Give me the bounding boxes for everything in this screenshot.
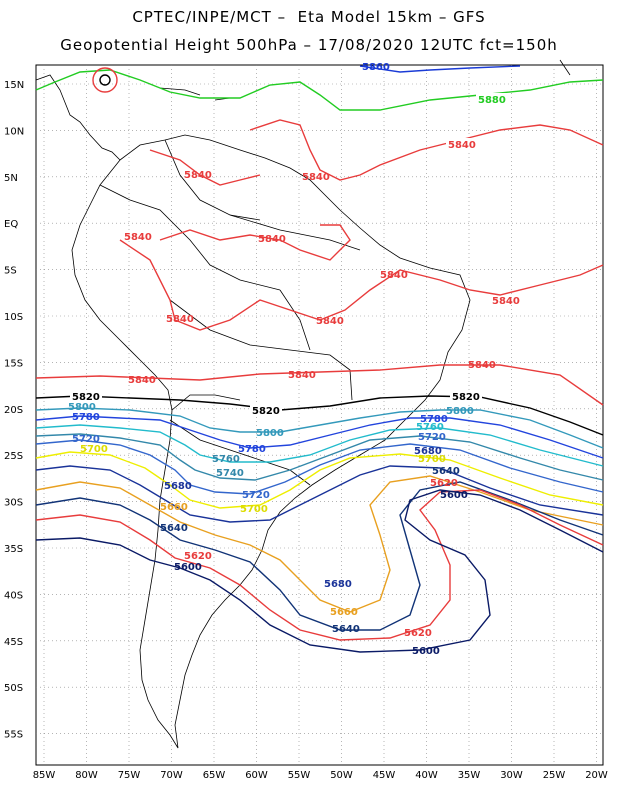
label-5800-a: 5800: [68, 402, 96, 413]
lat-label: 20S: [4, 405, 23, 416]
label-5620-a: 5620: [184, 551, 212, 562]
label-5840-k: 5840: [288, 370, 316, 381]
label-5600-c: 5600: [440, 490, 468, 501]
lon-label: 35W: [458, 770, 481, 781]
label-5860: 5860: [362, 62, 390, 73]
label-5800-b: 5800: [256, 428, 284, 439]
lat-label: 10S: [4, 312, 23, 323]
label-5640-b: 5640: [332, 624, 360, 635]
label-5840-b: 5840: [184, 170, 212, 181]
label-5840-e: 5840: [258, 234, 286, 245]
label-5840-i: 5840: [316, 316, 344, 327]
label-5600-b: 5600: [412, 646, 440, 657]
lat-label: 55S: [4, 730, 23, 741]
lat-label: 25S: [4, 451, 23, 462]
lon-label: 60W: [245, 770, 268, 781]
lat-label: 5S: [4, 266, 17, 277]
lat-label: 50S: [4, 683, 23, 694]
label-5660-a: 5660: [160, 502, 188, 513]
lat-label: 35S: [4, 544, 23, 555]
contour-lines: [35, 65, 604, 653]
lon-label: 80W: [75, 770, 98, 781]
label-5840-g: 5840: [492, 296, 520, 307]
label-5700-c: 5700: [418, 454, 446, 465]
lon-label: 30W: [500, 770, 523, 781]
label-5720-b: 5720: [242, 490, 270, 501]
lat-label: 10N: [4, 126, 24, 137]
label-5760-b: 5760: [212, 454, 240, 465]
lon-label: 40W: [415, 770, 438, 781]
lon-label: 75W: [118, 770, 141, 781]
lon-label: 55W: [288, 770, 311, 781]
lon-label: 85W: [33, 770, 56, 781]
lat-label: 45S: [4, 637, 23, 648]
label-5620-c: 5620: [430, 478, 458, 489]
lon-label: 45W: [373, 770, 396, 781]
label-5840-d: 5840: [124, 232, 152, 243]
label-5640-a: 5640: [160, 523, 188, 534]
lat-label: EQ: [4, 219, 18, 230]
longitude-labels: 85W 80W 75W 70W 65W 60W 55W 50W 45W 40W 35W 30W 25W 2…: [33, 770, 608, 781]
coastlines: [35, 59, 571, 749]
label-5620-b: 5620: [404, 628, 432, 639]
lon-label: 50W: [330, 770, 353, 781]
label-5660-b: 5660: [330, 607, 358, 618]
label-5880: 5880: [478, 95, 506, 106]
label-5640-c: 5640: [432, 466, 460, 477]
label-5780-c: 5780: [420, 414, 448, 425]
lat-label: 5N: [4, 173, 18, 184]
lat-label: 40S: [4, 590, 23, 601]
label-5840-j: 5840: [468, 360, 496, 371]
map-title-line2: Geopotential Height 500hPa – 17/08/2020 …: [60, 36, 558, 54]
label-5800-c: 5800: [446, 406, 474, 417]
label-5820-b: 5820: [252, 406, 280, 417]
label-5840-h: 5840: [166, 314, 194, 325]
lat-label: 15S: [4, 358, 23, 369]
map-title-line1: CPTEC/INPE/MCT – Eta Model 15km – GFS: [132, 8, 486, 26]
label-5720-c: 5720: [418, 432, 446, 443]
label-5740: 5740: [216, 468, 244, 479]
lon-label: 25W: [543, 770, 566, 781]
lat-label: 30S: [4, 498, 23, 509]
label-5780-b: 5780: [238, 444, 266, 455]
label-5820-c: 5820: [452, 392, 480, 403]
label-5700-b: 5700: [240, 504, 268, 515]
label-5820-a: 5820: [72, 392, 100, 403]
label-5680-c: 5680: [414, 446, 442, 457]
label-5840-l: 5840: [128, 375, 156, 386]
label-5720-a: 5720: [72, 434, 100, 445]
label-5840-c: 5840: [302, 172, 330, 183]
label-5600-a: 5600: [174, 562, 202, 573]
contour-labels: 5880 5860 5840 5840 5840 5840 5840 5840 …: [68, 62, 520, 657]
label-5700-a: 5700: [80, 444, 108, 455]
label-5780-a: 5780: [72, 412, 100, 423]
label-5840-a: 5840: [448, 140, 476, 151]
lon-label: 70W: [160, 770, 183, 781]
label-5680-b: 5680: [324, 579, 352, 590]
label-5680-a: 5680: [164, 481, 192, 492]
lat-label: 15N: [4, 80, 24, 91]
lon-label: 65W: [203, 770, 226, 781]
lon-label: 20W: [585, 770, 608, 781]
label-5840-f: 5840: [380, 270, 408, 281]
label-5760-a: 5760: [416, 422, 444, 433]
latitude-labels: 15N 10N 5N EQ 5S 10S 15S 20S 25S 30S 35S 40S 45S 50S 5…: [4, 80, 24, 741]
